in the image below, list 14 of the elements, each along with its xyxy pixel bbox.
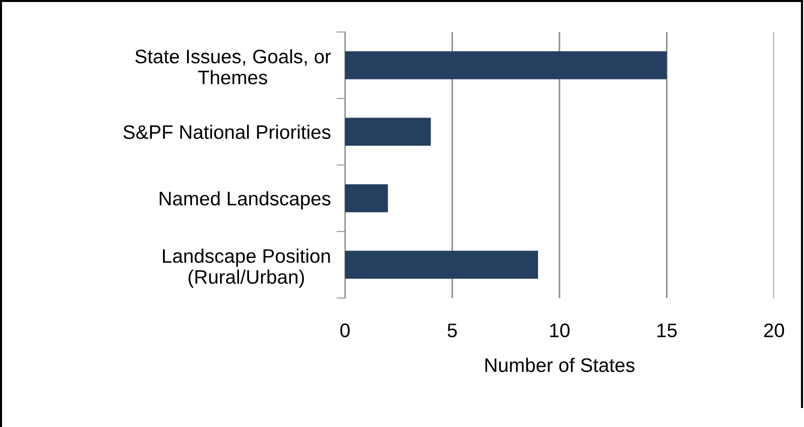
x-axis-title: Number of States	[485, 358, 634, 372]
y-tick-label: S&PF National Priorities	[123, 124, 330, 139]
bar	[345, 118, 431, 146]
x-tick-label: 20	[764, 324, 784, 338]
bar	[345, 51, 667, 80]
bar	[345, 250, 538, 279]
x-tick-label: 15	[657, 324, 677, 338]
x-tick-label: 10	[550, 324, 570, 338]
y-tick-label: Landscape Position (Rural/Urban)	[162, 248, 330, 288]
x-tick-label: 0	[340, 324, 350, 338]
bar	[345, 184, 388, 212]
y-tick-label: Named Landscapes	[160, 191, 330, 210]
x-tick-label: 5	[448, 324, 457, 338]
y-tick-label: State Issues, Goals, or Themes	[135, 49, 331, 84]
